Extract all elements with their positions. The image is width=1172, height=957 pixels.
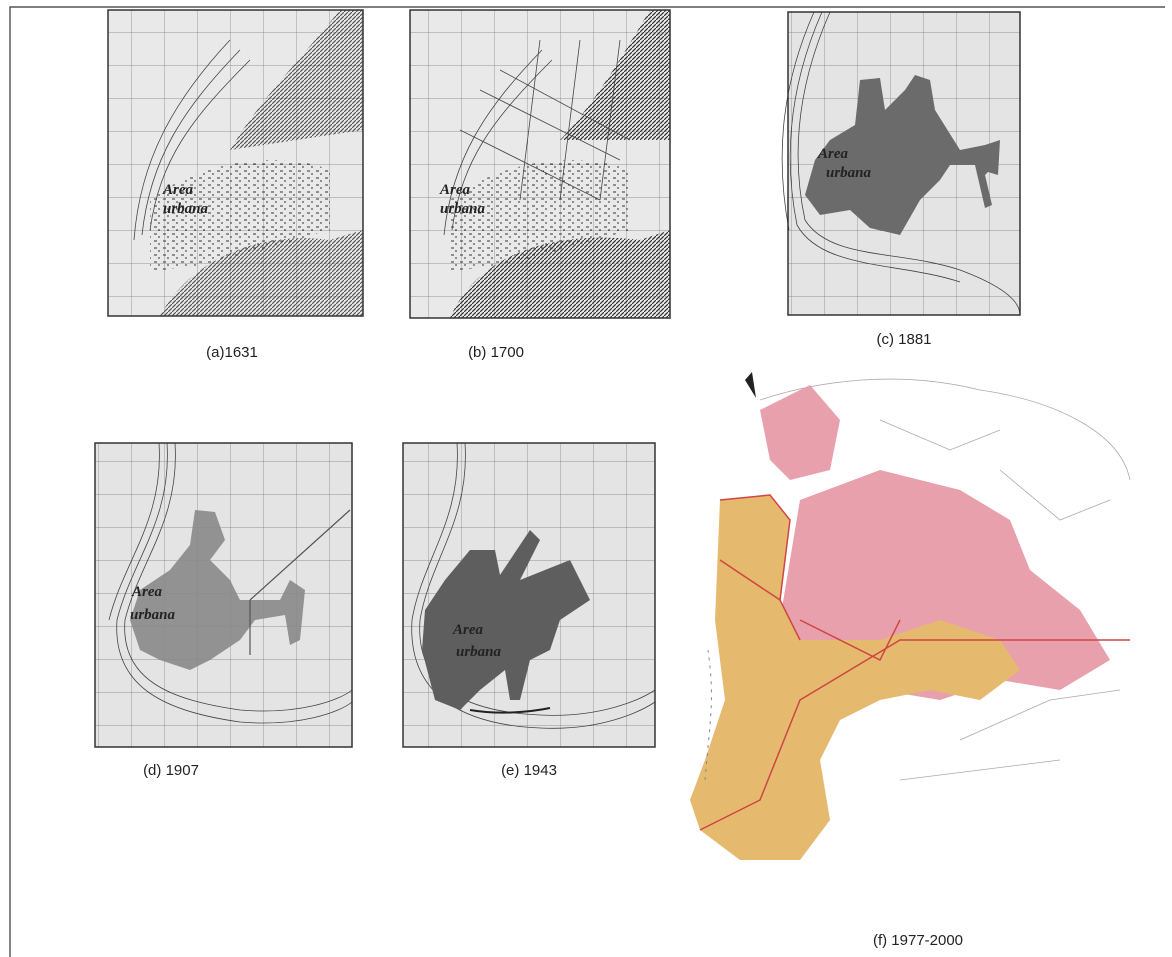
map-label: Area bbox=[162, 182, 194, 198]
caption: (e) 1943 bbox=[501, 762, 557, 779]
map-label: Area bbox=[131, 584, 163, 600]
map-a bbox=[107, 9, 364, 317]
map-label: Area bbox=[439, 182, 471, 198]
map-f bbox=[690, 372, 1131, 860]
map-label: urbana bbox=[440, 201, 486, 217]
caption: (b) 1700 bbox=[468, 344, 524, 361]
map-e bbox=[402, 442, 656, 748]
caption: (a)1631 bbox=[206, 344, 258, 361]
map-label: Area bbox=[817, 146, 849, 162]
map-d bbox=[94, 442, 353, 748]
caption: (f) 1977-2000 bbox=[873, 932, 963, 949]
map-c bbox=[781, 11, 1021, 316]
map-label: Area bbox=[452, 622, 484, 638]
map-b bbox=[409, 9, 671, 319]
map-label: urbana bbox=[826, 165, 872, 181]
map-label: urbana bbox=[163, 201, 209, 217]
caption: (d) 1907 bbox=[143, 762, 199, 779]
map-label: urbana bbox=[130, 607, 176, 623]
map-label: urbana bbox=[456, 644, 502, 660]
caption: (c) 1881 bbox=[876, 331, 931, 348]
figure-border bbox=[9, 6, 1165, 957]
